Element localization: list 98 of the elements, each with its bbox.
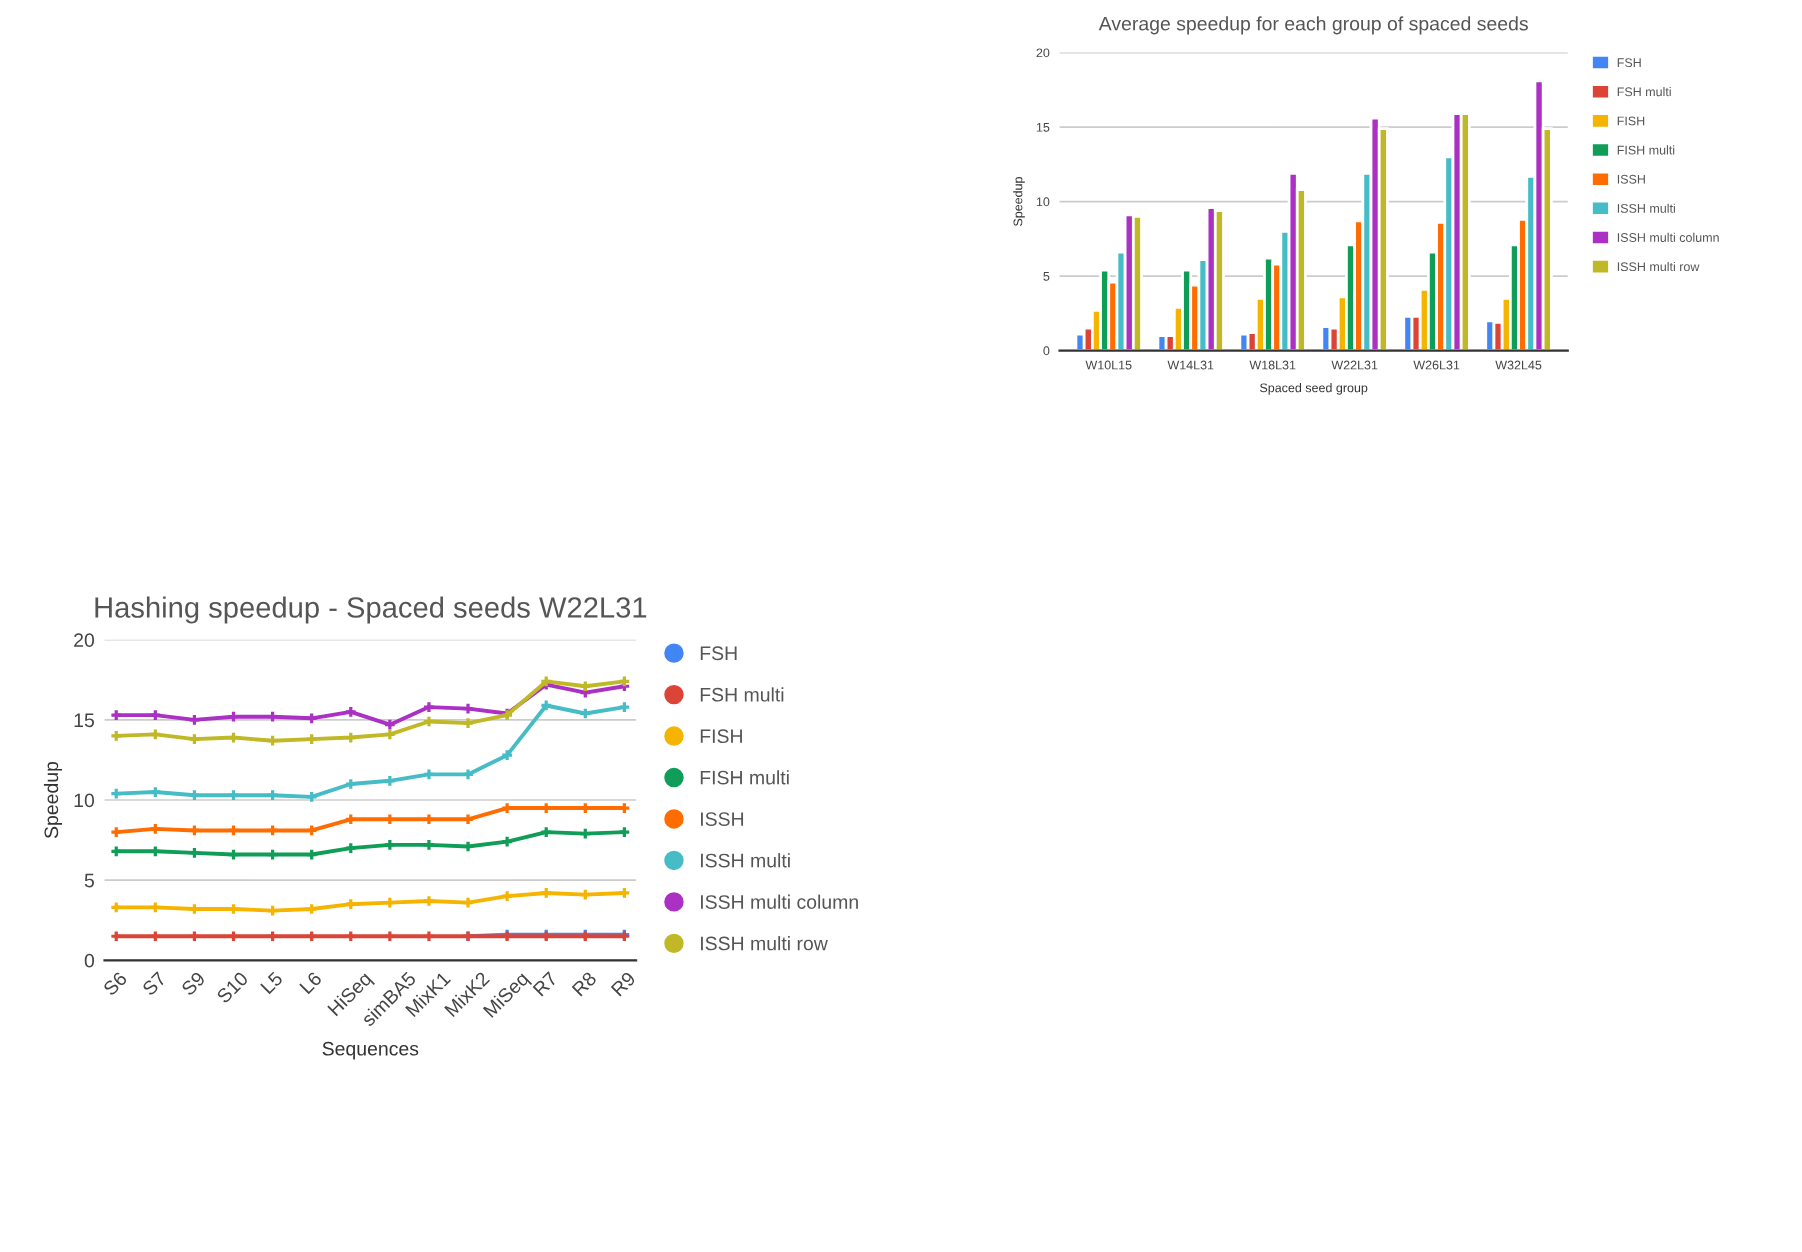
point — [463, 897, 473, 908]
point — [384, 775, 395, 786]
point — [267, 790, 278, 801]
point — [384, 897, 395, 908]
y-tick-label: 15 — [74, 713, 94, 728]
point — [502, 750, 512, 761]
point — [619, 827, 630, 837]
point — [189, 931, 200, 942]
chart-title: Average speedup for each group of spaced seeds — [1098, 16, 1528, 35]
point — [384, 931, 395, 942]
point — [111, 731, 122, 741]
point — [619, 702, 630, 712]
x-tick-label: L6 — [299, 970, 323, 995]
point — [111, 788, 122, 799]
legend-label: ISSH multi — [701, 853, 790, 868]
point — [306, 734, 317, 744]
point — [189, 734, 200, 744]
point — [111, 846, 122, 857]
point — [580, 681, 591, 692]
bar — [1459, 112, 1471, 351]
x-tick-label: R8 — [571, 970, 598, 997]
point — [150, 846, 161, 857]
point — [267, 931, 278, 942]
x-tick-label: S6 — [102, 970, 128, 997]
point — [228, 931, 239, 942]
point — [345, 931, 356, 942]
chart-title: Hashing speedup - Spaced seeds W22L31 — [95, 596, 647, 624]
point — [384, 840, 395, 850]
legend-label: ISSH — [701, 812, 744, 826]
y-tick-label: 0 — [84, 953, 95, 968]
point — [580, 828, 591, 839]
legend-label: FSH — [700, 646, 737, 661]
point — [345, 814, 356, 825]
point — [541, 888, 552, 898]
point — [111, 931, 122, 942]
point — [150, 787, 161, 797]
point — [345, 707, 356, 717]
point — [228, 711, 239, 722]
point — [228, 790, 239, 801]
point — [424, 769, 434, 780]
point — [306, 849, 317, 860]
point — [345, 843, 356, 853]
point — [345, 732, 356, 743]
x-tick-label: R9 — [610, 971, 637, 997]
point — [580, 708, 591, 719]
point — [619, 888, 630, 898]
point — [345, 779, 356, 789]
point — [306, 825, 317, 836]
point — [111, 827, 122, 837]
y-tick-label: 10 — [74, 793, 95, 808]
point — [384, 719, 395, 730]
point — [424, 931, 434, 942]
bar — [1213, 209, 1225, 351]
point — [306, 904, 317, 914]
point — [463, 769, 473, 780]
legend-label: FISH multi — [700, 770, 789, 785]
point — [502, 891, 512, 902]
point — [463, 718, 473, 728]
point — [189, 848, 200, 858]
x-tick-label: S9 — [180, 971, 206, 997]
point — [424, 840, 434, 850]
point — [541, 827, 552, 837]
x-axis-title: Sequences — [322, 1041, 419, 1060]
point — [189, 715, 200, 725]
x-tick-label: S7 — [141, 971, 167, 997]
point — [189, 790, 200, 801]
point — [111, 902, 122, 913]
point — [150, 729, 161, 740]
y-axis-title: Speedup — [43, 761, 63, 839]
y-tick-label: 5 — [84, 873, 94, 888]
point — [384, 814, 395, 825]
legend-label: ISSH multi row — [701, 936, 828, 951]
point — [306, 791, 317, 802]
point — [150, 824, 161, 834]
legend-label: FSH multi — [700, 687, 784, 702]
legend-label: ISSH multi column — [701, 894, 858, 909]
point — [150, 710, 161, 720]
point — [502, 836, 512, 847]
point — [111, 710, 122, 720]
point — [345, 899, 356, 910]
point — [267, 735, 278, 746]
point — [424, 896, 434, 906]
x-tick-label: R7 — [532, 971, 558, 997]
point — [150, 931, 161, 942]
point — [463, 814, 473, 825]
point — [541, 700, 552, 711]
point — [424, 702, 434, 712]
point — [150, 902, 161, 913]
point — [463, 703, 473, 714]
bar — [1131, 215, 1143, 351]
point — [580, 889, 591, 900]
y-tick-label: 20 — [74, 633, 95, 648]
point — [424, 814, 434, 825]
point — [306, 931, 317, 942]
legend-label: FISH — [700, 729, 742, 744]
x-tick-label: L5 — [260, 971, 284, 995]
x-tick-label: S10 — [215, 970, 249, 1004]
point — [384, 729, 395, 740]
